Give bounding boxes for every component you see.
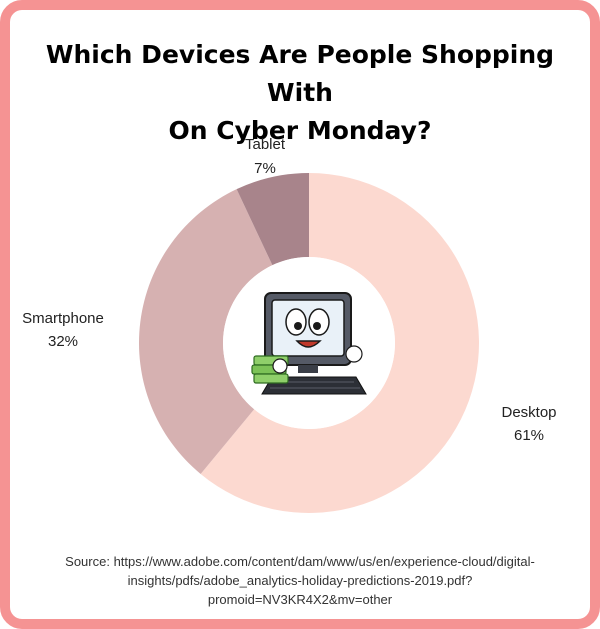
smartphone-label: Smartphone 32% (22, 310, 104, 350)
smartphone-category-label: Smartphone (22, 310, 104, 327)
smartphone-value-label: 32% (48, 333, 78, 350)
donut-chart: Tablet 7% Smartphone 32% Desktop 61% (22, 136, 557, 513)
source-line-2: insights/pdfs/adobe_analytics-holiday-pr… (127, 573, 473, 588)
tablet-category-label: Tablet (245, 136, 286, 153)
desktop-category-label: Desktop (501, 404, 556, 421)
chart-title: Which Devices Are People Shopping With O… (10, 36, 590, 150)
computer-mascot-holding-cash-icon (251, 292, 367, 395)
chart-slices (139, 173, 480, 513)
source-line-1: Source: https://www.adobe.com/content/da… (65, 554, 535, 569)
slice-desktop (200, 173, 480, 513)
source-note: Source: https://www.adobe.com/content/da… (30, 552, 570, 609)
title-line-1: Which Devices Are People Shopping With (45, 40, 555, 107)
slice-smartphone (139, 189, 273, 474)
source-line-3: promoid=NV3KR4X2&mv=other (207, 592, 393, 607)
desktop-value-label: 61% (514, 427, 544, 444)
title-line-2: On Cyber Monday? (168, 116, 432, 145)
slice-tablet (236, 173, 309, 266)
tablet-value-label: 7% (254, 160, 276, 177)
tablet-label: Tablet 7% (245, 136, 286, 177)
desktop-label: Desktop 61% (501, 404, 556, 444)
